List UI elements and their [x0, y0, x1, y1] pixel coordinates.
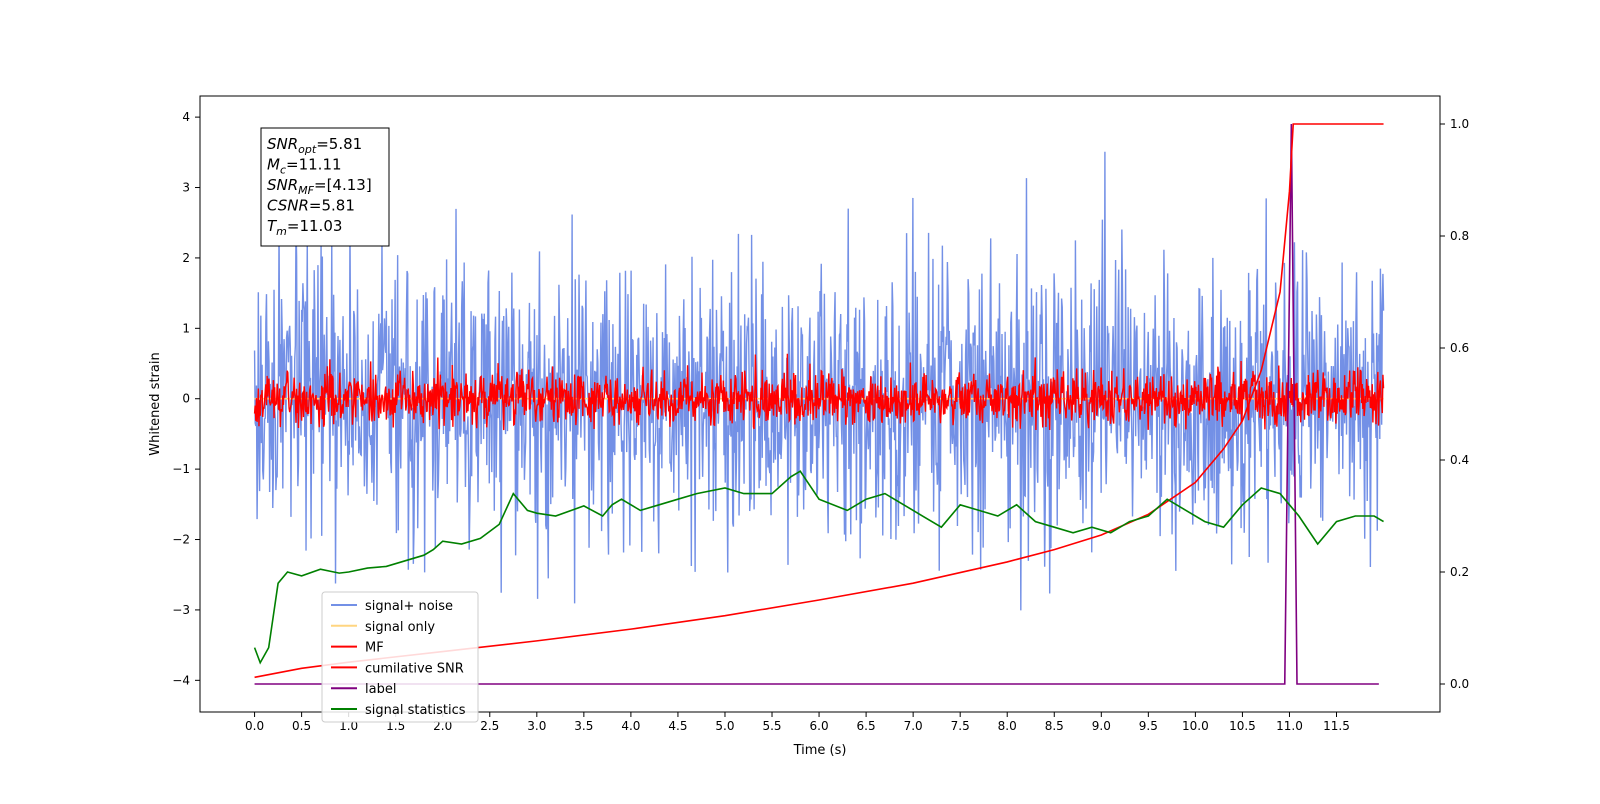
series-line-mf	[253, 353, 1385, 431]
series-line-label	[254, 123, 1379, 685]
annotation-subscript: m	[276, 225, 287, 238]
x-tick-label: 9.0	[1092, 719, 1111, 733]
y-tick-label: −4	[172, 673, 190, 687]
series-line-signal-noise	[253, 151, 1385, 611]
x-tick-label: 8.0	[998, 719, 1017, 733]
y-tick-label: −3	[172, 603, 190, 617]
annotation-symbol: SNR	[267, 135, 298, 153]
annotation-line: Tm=11.03	[267, 217, 342, 238]
y-tick-label: 1	[182, 321, 190, 335]
x-tick-label: 5.5	[762, 719, 781, 733]
legend-label: signal statistics	[365, 703, 466, 718]
y-tick-label: 0	[182, 392, 190, 406]
y-tick-label: −2	[172, 533, 190, 547]
annotation-box: SNRopt=5.81Mc=11.11SNRMF=[4.13]CSNR=5.81…	[260, 127, 390, 247]
y-tick-label: 3	[182, 181, 190, 195]
annotation-value: =11.03	[287, 217, 343, 235]
y-axis-label: Whitened strain	[148, 352, 163, 455]
annotation-value: =11.11	[286, 156, 342, 174]
x-tick-label: 3.0	[527, 719, 546, 733]
series-line-cumilative-snr	[254, 123, 1384, 679]
annotation-value: =[4.13]	[314, 176, 372, 194]
x-tick-label: 6.5	[857, 719, 876, 733]
x-tick-label: 9.5	[1139, 719, 1158, 733]
legend-label: signal only	[365, 620, 435, 635]
x-tick-label: 11.5	[1323, 719, 1350, 733]
annotation-symbol: CSNR	[267, 197, 309, 215]
x-tick-label: 10.5	[1229, 719, 1256, 733]
x-tick-label: 4.5	[668, 719, 687, 733]
annotation-symbol: T	[267, 217, 278, 235]
x-tick-label: 8.5	[1045, 719, 1064, 733]
annotation-line: CSNR=5.81	[267, 197, 355, 215]
y-tick-label: 2	[182, 251, 190, 265]
annotation-value: =5.81	[316, 135, 362, 153]
annotation-line: Mc=11.11	[267, 156, 342, 177]
x-axis-label: Time (s)	[793, 743, 847, 758]
x-tick-label: 11.0	[1276, 719, 1303, 733]
legend: signal+ noise signal only MF cumilative SNR…	[321, 591, 479, 723]
x-tick-label: 7.5	[951, 719, 970, 733]
annotation-subscript: c	[280, 164, 286, 177]
y2-tick-label: 0.0	[1450, 677, 1469, 691]
annotation-value: =5.81	[309, 197, 355, 215]
x-tick-label: 7.0	[904, 719, 923, 733]
annotation-line: SNRMF=[4.13]	[267, 176, 372, 197]
series-line-signal-statistics	[253, 470, 1384, 665]
annotation-line: SNRopt=5.81	[267, 135, 362, 156]
y-tick-label: −1	[172, 462, 190, 476]
y2-tick-label: 0.4	[1450, 453, 1469, 467]
legend-label: label	[365, 682, 396, 697]
legend-label: signal+ noise	[365, 599, 453, 614]
annotation-subscript: MF	[298, 184, 314, 197]
x-tick-label: 3.5	[574, 719, 593, 733]
plot-frame	[199, 95, 1441, 713]
data-layer	[253, 123, 1385, 685]
legend-label: MF	[365, 641, 384, 656]
legend-frame	[321, 591, 479, 723]
x-tick-label: 0.5	[292, 719, 311, 733]
annotation-symbol: M	[267, 156, 280, 174]
x-tick-label: 5.0	[715, 719, 734, 733]
x-tick-label: 0.0	[245, 719, 264, 733]
x-tick-label: 2.5	[480, 719, 499, 733]
legend-label: cumilative SNR	[365, 661, 464, 676]
x-tick-label: 4.0	[621, 719, 640, 733]
x-tick-label: 6.0	[810, 719, 829, 733]
y2-tick-label: 1.0	[1450, 117, 1469, 131]
annotation-subscript: opt	[298, 143, 317, 156]
annotation-symbol: SNR	[267, 176, 298, 194]
y2-tick-label: 0.6	[1450, 341, 1469, 355]
y2-tick-label: 0.8	[1450, 229, 1469, 243]
y-tick-label: 4	[182, 110, 190, 124]
annotation-frame	[260, 127, 390, 247]
y2-tick-label: 0.2	[1450, 565, 1469, 579]
x-tick-label: 10.0	[1182, 719, 1209, 733]
